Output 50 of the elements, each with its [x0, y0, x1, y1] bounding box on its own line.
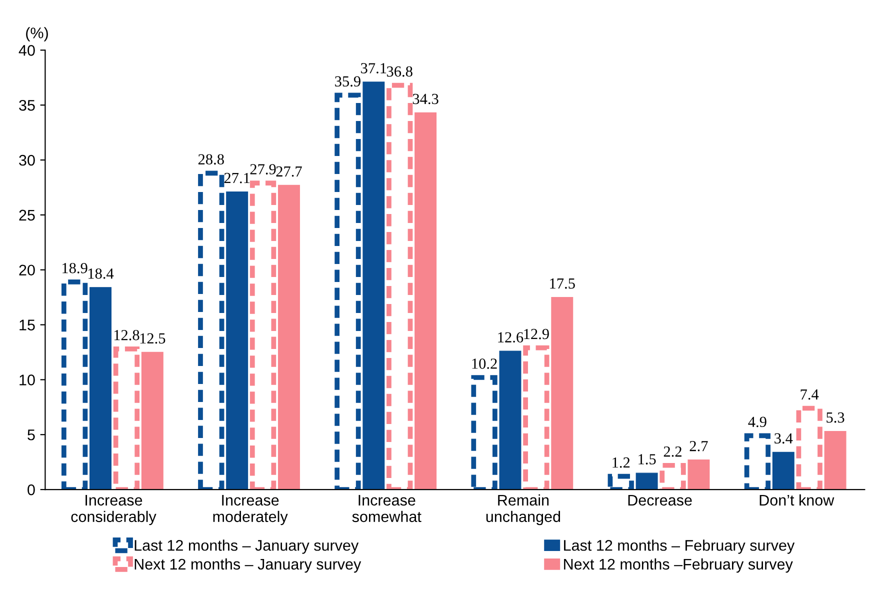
- x-tick-label: Decrease: [628, 494, 692, 506]
- data-label: 28.8: [198, 154, 224, 165]
- data-label: 12.6: [498, 332, 524, 343]
- data-label: 34.3: [412, 94, 438, 104]
- y-tick-label: 35: [19, 100, 35, 111]
- data-label: 10.2: [472, 358, 497, 369]
- y-axis-title: (%): [26, 27, 48, 42]
- data-label: 37.1: [361, 63, 386, 74]
- x-tick-label: Increase somewhat: [352, 494, 422, 522]
- x-tick-label: Increase moderately: [213, 494, 288, 526]
- data-label: 3.4: [774, 433, 793, 444]
- y-tick-label: 25: [19, 210, 35, 221]
- data-label: 1.2: [612, 457, 630, 468]
- y-tick-label: 40: [18, 45, 35, 56]
- data-label: 27.9: [250, 164, 276, 174]
- bar: [772, 452, 794, 490]
- bar: [636, 472, 658, 490]
- data-label: 18.9: [62, 262, 88, 274]
- data-label: 5.3: [826, 412, 844, 423]
- legend-label: Last 12 months – February survey: [564, 540, 795, 554]
- y-tick-label: 0: [28, 484, 35, 496]
- data-label: 1.5: [638, 454, 656, 464]
- x-tick-label: Increase considerably: [71, 494, 156, 526]
- data-label: 18.4: [88, 268, 114, 279]
- x-tick-label: Don’t know: [760, 494, 834, 506]
- y-tick-label: 20: [19, 264, 35, 276]
- data-label: 12.5: [140, 333, 166, 344]
- bar: [141, 352, 164, 490]
- data-label: 35.9: [335, 76, 360, 87]
- bar: [90, 287, 112, 490]
- data-label: 12.8: [114, 330, 140, 340]
- data-label: 12.9: [524, 328, 549, 340]
- y-tick-label: 30: [19, 154, 35, 166]
- y-tick-label: 15: [20, 320, 35, 330]
- data-label: 17.5: [550, 278, 575, 289]
- data-label: 2.7: [690, 440, 708, 452]
- legend-label: Next 12 months – January survey: [134, 558, 362, 573]
- legend-label: Last 12 months – January survey: [134, 540, 359, 554]
- data-label: 4.9: [748, 416, 766, 428]
- y-tick-label: 5: [28, 430, 35, 440]
- legend-label: Next 12 months –February survey: [564, 558, 793, 573]
- bar: [414, 112, 437, 490]
- x-tick-label: Remain unchanged: [486, 494, 560, 526]
- data-label: 27.1: [224, 172, 250, 184]
- bar: [824, 430, 846, 490]
- data-label: 7.4: [800, 389, 819, 400]
- y-tick-label: 10: [20, 374, 35, 386]
- data-label: 2.2: [664, 446, 682, 457]
- data-label: 27.7: [276, 166, 302, 177]
- data-label: 36.8: [386, 66, 412, 77]
